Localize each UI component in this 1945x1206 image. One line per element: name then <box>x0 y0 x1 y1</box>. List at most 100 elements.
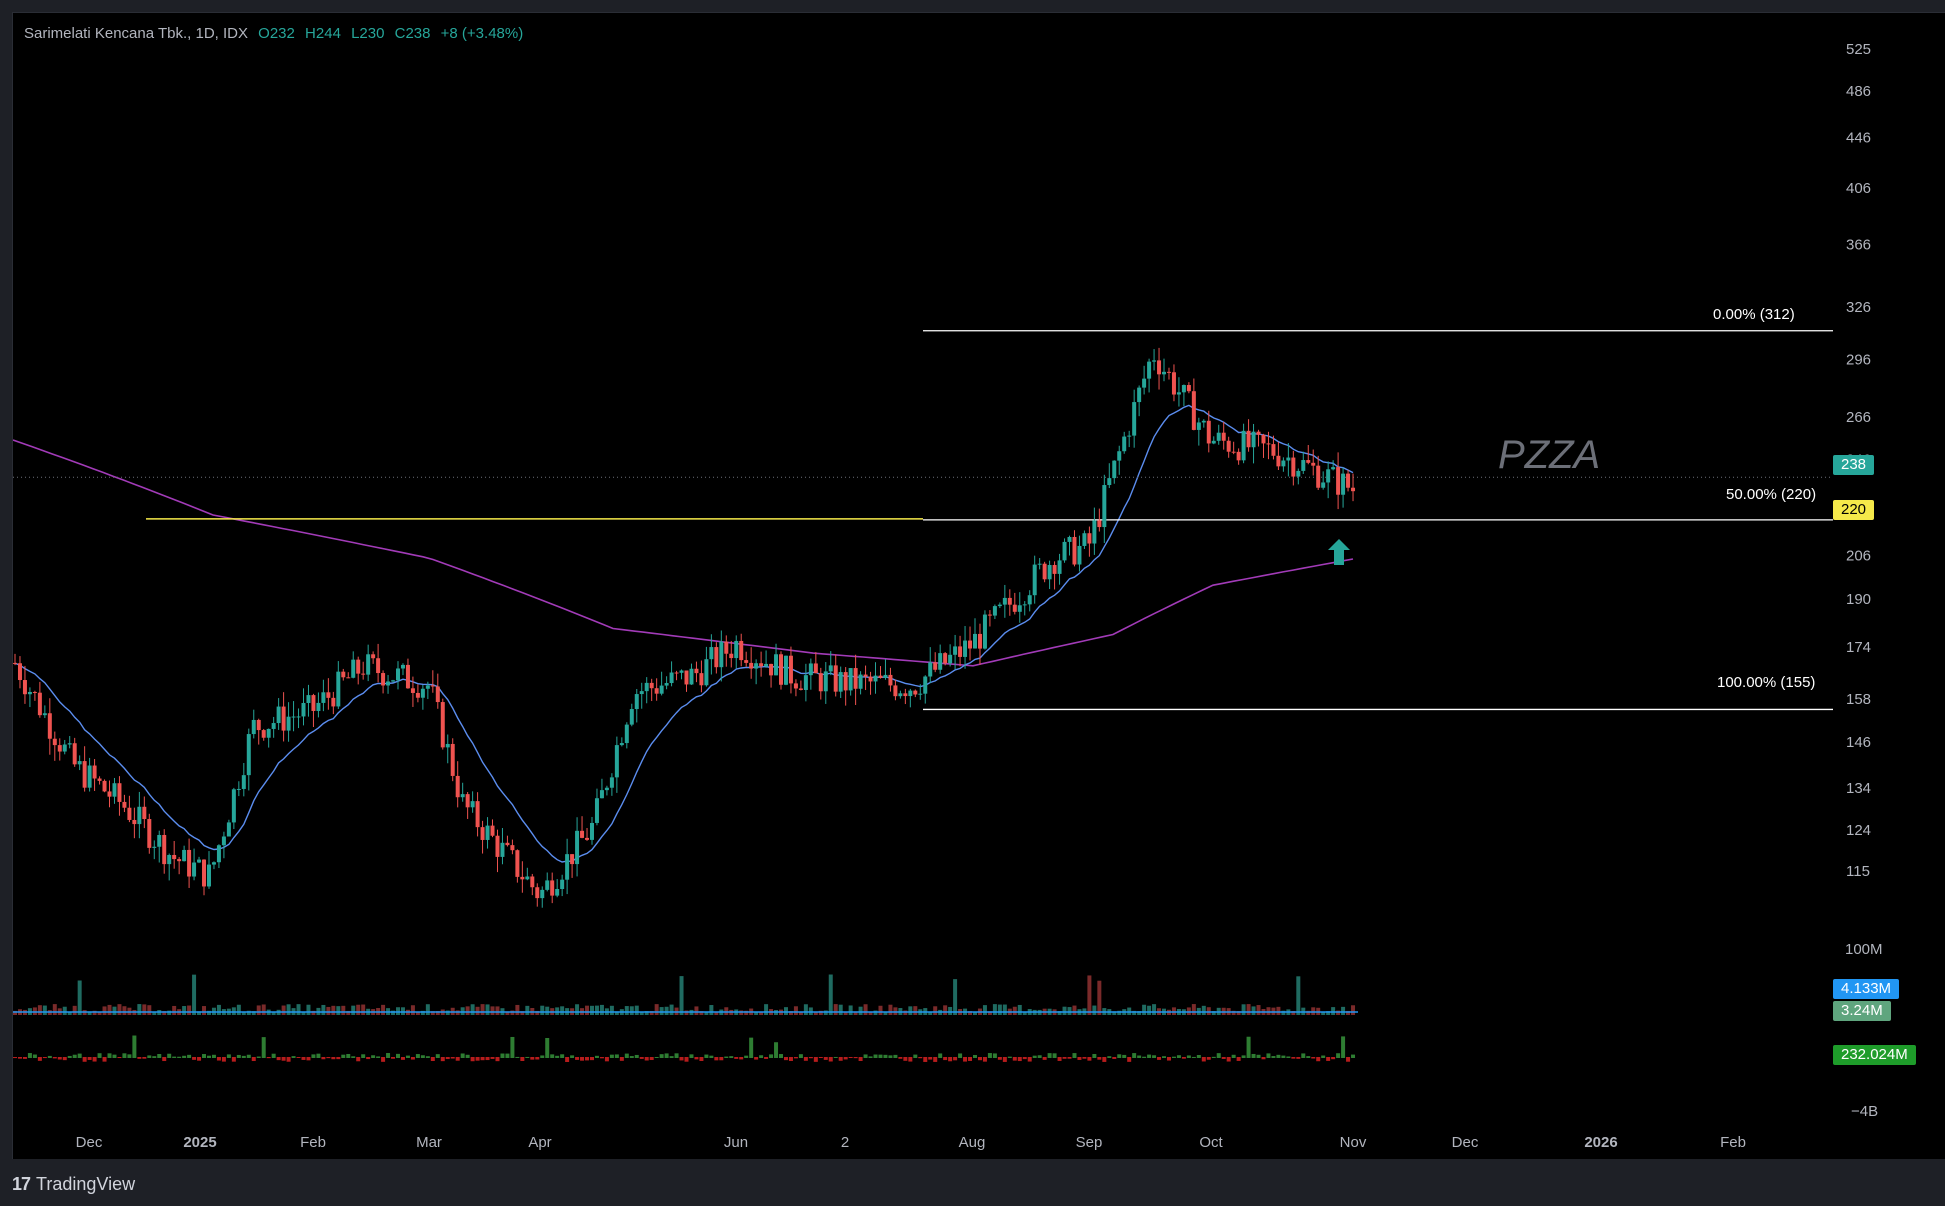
candle-body <box>779 654 784 685</box>
candle-body <box>679 670 684 673</box>
flow-bar <box>346 1054 351 1058</box>
candle-body <box>1002 597 1007 605</box>
candle-body <box>27 691 32 695</box>
flow-bar <box>331 1057 336 1060</box>
flow-bar <box>62 1057 67 1061</box>
flow-bar <box>1082 1057 1087 1059</box>
volume-bar <box>1092 1005 1097 1015</box>
candle-body <box>1216 432 1221 441</box>
flow-bar <box>1336 1053 1341 1058</box>
flow-bar <box>759 1055 764 1058</box>
volume-bar <box>992 1004 997 1015</box>
candle-body <box>1087 533 1092 544</box>
candle-body <box>614 745 619 778</box>
volume-bar <box>52 1004 57 1015</box>
tradingview-logo-icon[interactable]: 17 <box>12 1173 31 1194</box>
candle-body <box>405 664 410 689</box>
volume-bar <box>1331 1007 1336 1015</box>
candle-body <box>674 672 679 674</box>
flow-bar <box>211 1054 216 1058</box>
candle-body <box>82 761 87 788</box>
candle-body <box>535 887 540 899</box>
candle-body <box>580 830 585 838</box>
candle-body <box>1276 455 1281 467</box>
volume-bar <box>664 1006 669 1015</box>
flow-bar <box>649 1057 654 1061</box>
candle-body <box>420 688 425 698</box>
volume-bar <box>162 1011 167 1015</box>
candle-body <box>386 681 391 686</box>
flow-bar <box>972 1054 977 1058</box>
volume-bar <box>306 1004 311 1015</box>
flow-bar <box>77 1053 82 1058</box>
candle-body <box>1241 430 1246 461</box>
candle-body <box>236 788 241 790</box>
flow-bar <box>410 1057 415 1060</box>
volume-bar <box>594 1005 599 1015</box>
flow-bar <box>1162 1056 1167 1058</box>
flow-bar <box>361 1054 366 1058</box>
candle-body <box>381 673 386 686</box>
flow-bar <box>1266 1053 1271 1058</box>
candle-body <box>311 695 316 711</box>
candle-body <box>1296 470 1301 477</box>
candle-body <box>415 692 420 698</box>
candle-body <box>306 695 311 703</box>
candle-body <box>575 830 580 865</box>
flow-bar <box>206 1055 211 1058</box>
candle-body <box>759 663 764 667</box>
flow-bar <box>450 1057 455 1059</box>
flow-bar <box>704 1054 709 1058</box>
flow-bar <box>709 1055 714 1058</box>
flow-bar <box>619 1057 624 1061</box>
y-tick-label: 115 <box>1846 863 1870 880</box>
volume-bar <box>893 1007 898 1015</box>
flow-bar <box>1142 1056 1147 1058</box>
flow-bar <box>1186 1055 1191 1058</box>
flow-bar <box>490 1057 495 1059</box>
flow-bar <box>535 1057 540 1060</box>
flow-bar <box>1221 1057 1226 1059</box>
y-tick-label: 174 <box>1846 639 1871 656</box>
flow-bar <box>659 1054 664 1058</box>
candle-body <box>848 668 853 691</box>
volume-bar <box>863 1004 868 1015</box>
flow-bar <box>609 1054 614 1058</box>
flow-bar <box>1201 1057 1206 1062</box>
flow-bar <box>1157 1057 1162 1060</box>
candle-body <box>619 743 624 746</box>
candle-body <box>192 862 197 877</box>
volume-bar <box>1281 1010 1286 1015</box>
y-tick-label: 366 <box>1846 236 1871 253</box>
candle-body <box>226 822 231 837</box>
flow-bar <box>485 1057 490 1061</box>
flow-bar <box>1057 1057 1062 1061</box>
volume-bar <box>311 1010 316 1015</box>
candle-body <box>754 663 759 669</box>
flow-bar <box>803 1057 808 1061</box>
candle-body <box>1311 462 1316 466</box>
volume-bar <box>754 1011 759 1015</box>
flow-bar <box>1271 1056 1276 1058</box>
flow-bar <box>87 1057 92 1060</box>
brand-name[interactable]: TradingView <box>36 1173 136 1194</box>
volume-bar <box>520 1011 525 1015</box>
volume-bar <box>639 1011 644 1015</box>
volume-axis-top: 100M <box>1845 941 1883 958</box>
price-chart[interactable]: 5254864464063663262962662462262061901741… <box>13 13 1945 1159</box>
volume-bar <box>997 1004 1002 1015</box>
flow-bar <box>256 1056 261 1058</box>
candle-body <box>500 842 505 857</box>
flow-bar <box>828 1057 833 1062</box>
candle-body <box>893 685 898 697</box>
flow-bar <box>326 1057 331 1059</box>
candle-body <box>1211 440 1216 444</box>
flow-bar <box>863 1054 868 1058</box>
volume-bar <box>858 1006 863 1015</box>
flow-bar <box>177 1056 182 1058</box>
symbol-description[interactable]: Sarimelati Kencana Tbk., 1D, IDX <box>24 25 248 42</box>
flow-bar <box>1176 1055 1181 1058</box>
volume-bar <box>629 1006 634 1015</box>
flow-bar <box>838 1057 843 1061</box>
flow-bar <box>281 1057 286 1061</box>
